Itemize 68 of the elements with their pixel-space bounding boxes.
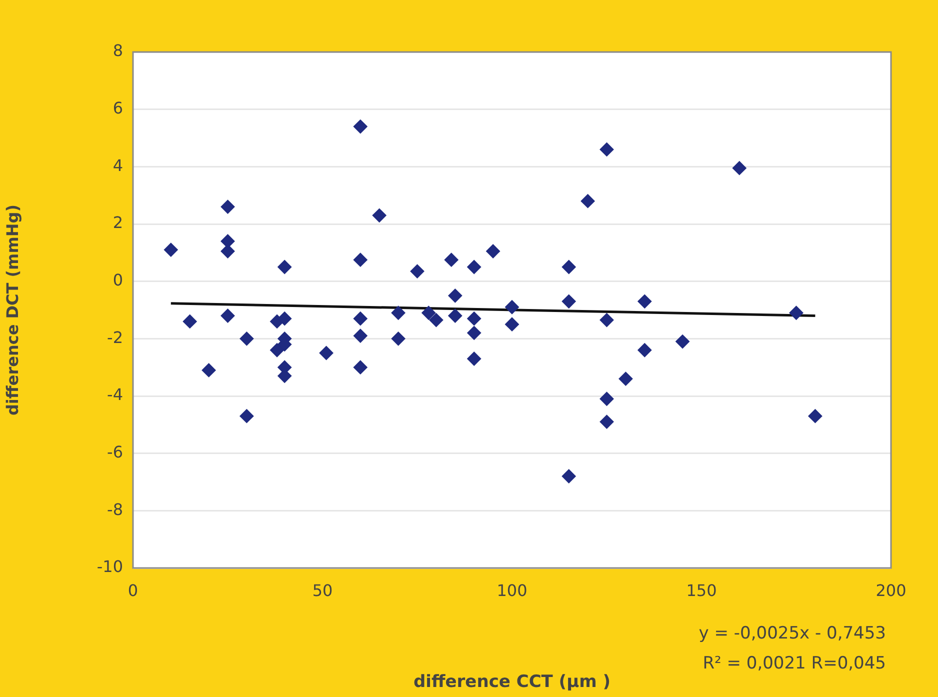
- point: [789, 306, 804, 320]
- point: [562, 469, 576, 484]
- point: [467, 352, 482, 366]
- point: [220, 234, 235, 248]
- point: [808, 409, 822, 424]
- point: [240, 409, 254, 424]
- point: [164, 242, 178, 257]
- y-tick-label: 8: [112, 41, 123, 60]
- x-axis-title: difference CCT (µm ): [414, 672, 610, 692]
- point: [638, 343, 652, 358]
- point: [220, 308, 235, 323]
- x-tick-label: 50: [312, 580, 333, 600]
- point: [270, 343, 284, 358]
- point: [220, 200, 235, 214]
- point: [505, 317, 519, 332]
- y-tick-label: 0: [112, 270, 123, 290]
- point: [600, 142, 614, 156]
- y-tick-label: -4: [107, 385, 123, 404]
- point: [618, 372, 633, 386]
- point: [444, 252, 458, 267]
- point: [467, 260, 482, 274]
- point: [353, 360, 368, 374]
- y-tick-label: 2: [112, 213, 123, 232]
- point: [562, 260, 576, 274]
- x-tick-label: 0: [128, 580, 138, 600]
- y-tick-label: -8: [107, 500, 123, 519]
- point: [372, 208, 386, 222]
- point: [732, 161, 746, 176]
- point: [580, 194, 595, 208]
- point: [600, 414, 614, 429]
- y-tick-label: -10: [96, 557, 123, 576]
- point: [422, 306, 436, 320]
- point: [240, 332, 254, 346]
- point: [202, 363, 216, 378]
- point: [220, 244, 235, 258]
- point: [278, 260, 292, 274]
- x-tick-label: 200: [876, 580, 906, 600]
- point: [448, 308, 462, 323]
- point: [353, 252, 368, 267]
- point: [600, 392, 614, 406]
- point: [448, 288, 462, 303]
- y-axis-title: difference DCT (mmHg): [2, 204, 22, 416]
- point: [600, 313, 614, 328]
- point: [676, 334, 690, 349]
- point: [467, 312, 482, 326]
- point: [182, 314, 197, 328]
- x-tick-label: 100: [496, 580, 528, 600]
- point: [319, 346, 334, 360]
- point: [353, 312, 368, 326]
- point: [486, 244, 500, 258]
- point: [410, 264, 424, 278]
- text: R² = 0,0021 R=0,045: [702, 653, 886, 674]
- point: [391, 332, 406, 346]
- y-tick-label: -6: [107, 442, 123, 462]
- point: [505, 300, 519, 314]
- point: [638, 294, 652, 308]
- y-tick-label: -2: [107, 328, 123, 347]
- point: [353, 328, 368, 343]
- y-tick-label: 4: [112, 156, 123, 175]
- x-tick-label: 150: [686, 580, 717, 600]
- point: [391, 306, 406, 320]
- point: [429, 313, 444, 328]
- text: y = -0,0025x - 0,7453: [698, 623, 886, 644]
- point: [562, 294, 576, 308]
- y-tick-label: 6: [112, 98, 123, 118]
- point: [467, 326, 482, 340]
- point: [353, 120, 368, 134]
- point: [278, 312, 292, 326]
